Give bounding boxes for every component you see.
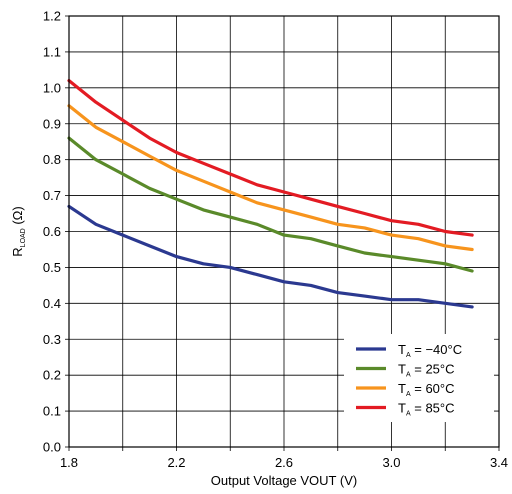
legend-label: TA = −40°C <box>398 342 462 359</box>
y-axis-label-unit: (Ω) <box>10 206 25 228</box>
y-tick-label: 0.0 <box>43 440 61 455</box>
y-tick-label: 0.2 <box>43 368 61 383</box>
x-tick-label: 3.4 <box>490 455 508 470</box>
y-tick-label: 0.3 <box>43 332 61 347</box>
y-axis-label-sub: LOAD <box>20 228 27 247</box>
x-tick-label: 2.2 <box>167 455 185 470</box>
series-line <box>67 78 474 237</box>
x-tick-label: 3.0 <box>382 455 400 470</box>
legend-label: TA = 25°C <box>398 362 455 379</box>
y-tick-label: 0.8 <box>43 152 61 167</box>
series-line <box>67 204 474 309</box>
y-tick-label: 0.5 <box>43 260 61 275</box>
y-tick-label: 0.7 <box>43 188 61 203</box>
y-tick-label: 0.9 <box>43 116 61 131</box>
y-tick-label: 1.1 <box>43 44 61 59</box>
y-tick-label: 0.6 <box>43 224 61 239</box>
plot-frame <box>68 15 500 448</box>
legend-label: TA = 85°C <box>398 401 455 418</box>
y-tick-label: 0.4 <box>43 296 61 311</box>
legend: TA = −40°C TA = 25°C TA = 60°C TA = 85°C <box>344 334 494 422</box>
legend-label: TA = 60°C <box>398 381 455 398</box>
x-axis-label: Output Voltage VOUT (V) <box>211 473 357 488</box>
series-line <box>67 104 474 252</box>
y-tick-label: 1.0 <box>43 80 61 95</box>
series-lines <box>67 78 474 309</box>
y-axis-label-main: R <box>10 247 25 256</box>
y-tick-label: 0.1 <box>43 404 61 419</box>
y-axis-label: RLOAD (Ω) <box>10 206 27 256</box>
x-tick-label: 2.6 <box>275 455 293 470</box>
x-tick-label: 1.8 <box>60 455 78 470</box>
y-tick-labels: 0.0 0.1 0.2 0.3 0.4 0.5 0.6 0.7 0.8 0.9 1.0 1.1 1.2 <box>43 9 61 455</box>
x-tick-labels: 1.8 2.2 2.6 3.0 3.4 <box>60 455 508 470</box>
series-line <box>67 136 474 273</box>
y-tick-label: 1.2 <box>43 9 61 24</box>
